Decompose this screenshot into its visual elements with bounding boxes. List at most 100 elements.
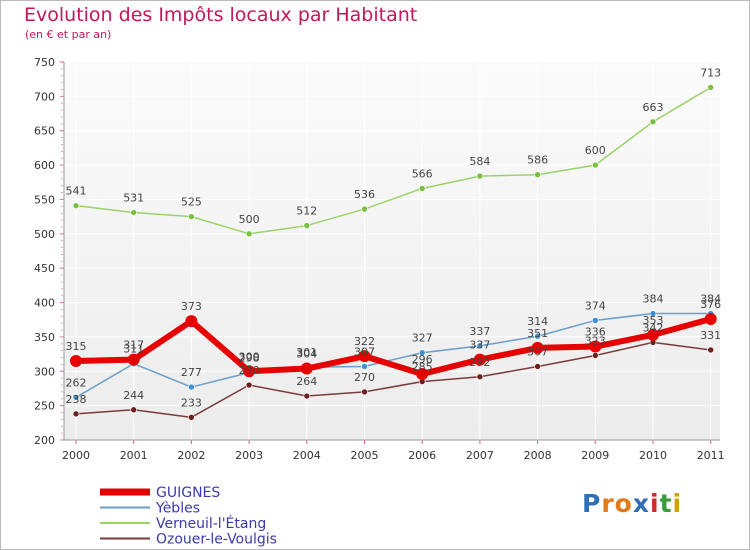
legend-label: Ozouer-le-Voulgis — [156, 532, 277, 548]
y-tick-label: 700 — [34, 90, 55, 103]
data-label: 525 — [181, 196, 202, 209]
data-point — [534, 171, 541, 179]
data-label: 292 — [469, 356, 490, 369]
data-label: 301 — [296, 346, 317, 359]
data-point — [361, 205, 368, 213]
data-label: 337 — [469, 339, 490, 352]
data-point — [591, 161, 599, 169]
data-point — [476, 172, 484, 180]
legend-label: GUIGNES — [156, 485, 220, 501]
data-point — [70, 354, 82, 367]
x-tick-label: 2004 — [293, 449, 321, 462]
data-point — [130, 406, 137, 414]
data-label: 233 — [181, 396, 202, 409]
data-label: 300 — [239, 350, 260, 363]
x-tick-label: 2003 — [235, 449, 263, 462]
data-point — [188, 383, 195, 391]
data-point — [418, 185, 426, 192]
data-point — [707, 84, 715, 91]
data-label: 315 — [66, 340, 87, 353]
logo-letter: P — [582, 489, 602, 518]
data-label: 713 — [700, 66, 721, 79]
data-label: 531 — [123, 192, 144, 205]
data-point — [473, 353, 486, 366]
data-label: 296 — [412, 353, 433, 366]
y-tick-label: 550 — [34, 193, 55, 206]
data-label: 277 — [181, 366, 202, 379]
x-tick-label: 2009 — [581, 449, 609, 462]
data-point — [127, 353, 140, 366]
data-label: 384 — [643, 293, 664, 306]
data-point — [534, 332, 541, 340]
data-label: 322 — [354, 335, 375, 348]
data-point — [185, 315, 198, 328]
data-point — [534, 363, 541, 370]
series-line-ozouerlevoulgis — [75, 341, 712, 419]
y-tick-label: 250 — [34, 400, 55, 413]
x-tick-label: 2005 — [351, 449, 379, 462]
logo-letter: r — [601, 489, 615, 518]
data-label: 304 — [296, 348, 317, 361]
x-tick-label: 2007 — [466, 449, 494, 462]
data-point — [361, 388, 368, 396]
data-point — [358, 350, 371, 363]
logo-letter: t — [659, 489, 673, 518]
data-point — [361, 363, 368, 370]
data-point — [476, 342, 484, 350]
data-label: 317 — [123, 339, 144, 352]
x-tick-label: 2002 — [177, 449, 205, 462]
data-point — [72, 202, 80, 209]
data-point — [245, 381, 253, 389]
data-point — [589, 340, 602, 353]
data-point — [647, 328, 659, 341]
series-line-ybles — [75, 312, 712, 399]
data-label: 311 — [123, 343, 144, 356]
data-label: 342 — [643, 321, 664, 334]
data-point — [649, 310, 657, 317]
data-point — [591, 317, 599, 324]
data-label: 500 — [239, 213, 260, 226]
data-label: 586 — [527, 154, 548, 167]
y-tick-label: 750 — [34, 56, 55, 69]
x-tick-label: 2010 — [639, 449, 667, 462]
logo-letter: o — [614, 489, 633, 518]
x-tick-label: 2008 — [524, 449, 552, 462]
data-label: 512 — [296, 205, 317, 218]
data-label: 264 — [296, 375, 317, 388]
data-point — [72, 410, 80, 418]
logo-letter: x — [632, 489, 650, 518]
data-point — [303, 392, 311, 400]
data-label: 298 — [239, 352, 260, 365]
data-point — [303, 222, 311, 229]
data-point — [416, 368, 429, 381]
data-label: 262 — [66, 376, 87, 389]
data-point — [531, 341, 544, 354]
data-label: 280 — [239, 364, 260, 377]
data-label: 270 — [354, 371, 375, 384]
data-point — [418, 349, 426, 357]
data-label: 285 — [412, 361, 433, 374]
data-point — [130, 209, 137, 216]
series-line-guignes — [73, 316, 714, 378]
data-label: 336 — [585, 326, 606, 339]
data-label: 307 — [527, 345, 548, 358]
plot-area — [64, 62, 720, 440]
y-tick-label: 400 — [34, 297, 55, 310]
data-label: 663 — [643, 101, 664, 114]
data-point — [591, 352, 599, 359]
data-label: 337 — [469, 325, 490, 338]
data-point — [188, 213, 195, 220]
data-point — [72, 394, 80, 401]
data-label: 323 — [585, 334, 606, 347]
y-tick-label: 350 — [34, 331, 55, 344]
data-label: 600 — [585, 144, 606, 157]
x-tick-label: 2006 — [408, 449, 436, 462]
y-tick-label: 500 — [34, 228, 55, 241]
y-tick-label: 300 — [34, 365, 55, 378]
data-label: 244 — [123, 389, 144, 402]
series-line-verneuilltang — [75, 86, 712, 235]
data-point — [243, 365, 256, 378]
data-point — [649, 118, 657, 126]
